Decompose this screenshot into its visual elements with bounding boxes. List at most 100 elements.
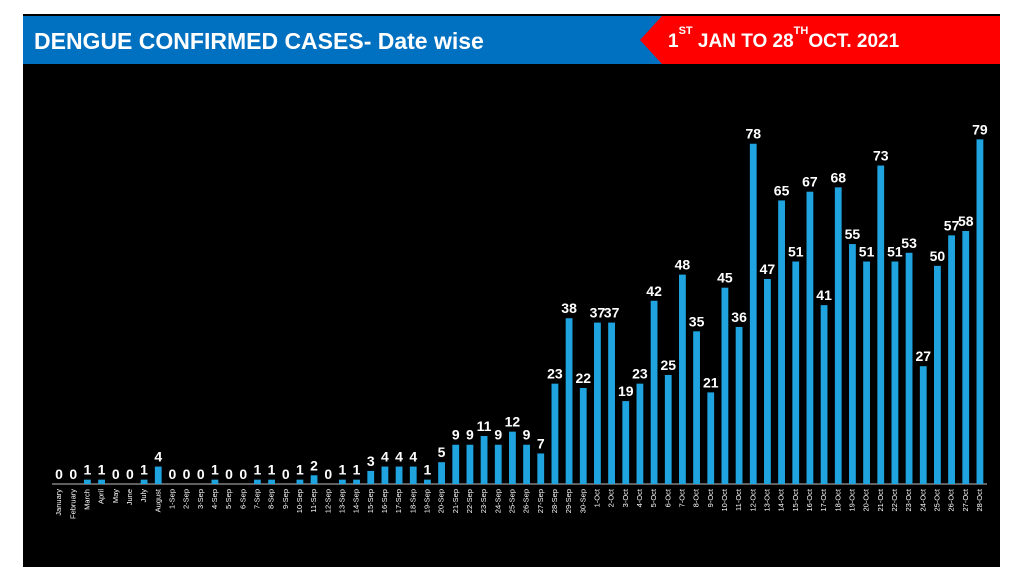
data-label-28-Oct: 79 <box>972 121 988 137</box>
data-label-10-Sep: 1 <box>296 462 304 478</box>
x-tick-label-28-Sep: 28-Sep <box>550 489 559 513</box>
bar-25-Oct <box>934 265 941 485</box>
bar-9-Oct <box>707 392 715 484</box>
date-range-part-2: JAN TO 28 <box>692 31 794 52</box>
data-label-5-Sep: 0 <box>225 466 233 482</box>
data-label-January: 0 <box>55 466 63 482</box>
bar-3-Oct <box>622 401 630 484</box>
x-tick-label-8-Sep: 8-Sep <box>267 489 276 509</box>
x-tick-label-19-Sep: 19-Sep <box>422 489 431 513</box>
x-tick-label-30-Sep: 30-Sep <box>578 489 587 513</box>
bar-4-Oct <box>636 383 644 484</box>
data-label-24-Oct: 27 <box>915 348 931 364</box>
data-label-14-Oct: 65 <box>774 182 790 198</box>
x-tick-label-13-Sep: 13-Sep <box>337 489 346 513</box>
data-label-9-Oct: 21 <box>703 374 719 390</box>
data-label-17-Oct: 41 <box>816 287 832 303</box>
x-tick-label-22-Sep: 22-Sep <box>465 489 474 513</box>
bar-14-Sep <box>353 479 360 484</box>
bar-1-Oct <box>594 322 601 484</box>
x-tick-label-August: August <box>153 488 162 512</box>
x-tick-label-5-Oct: 5-Oct <box>649 488 658 507</box>
bar-20-Sep <box>438 462 445 484</box>
x-tick-label-9-Oct: 9-Oct <box>706 488 715 507</box>
x-tick-label-1-Oct: 1-Oct <box>592 488 601 507</box>
bar-7-Sep <box>254 479 261 484</box>
data-label-11-Oct: 36 <box>731 309 747 325</box>
data-label-4-Oct: 23 <box>632 366 648 382</box>
bar-4-Sep <box>211 479 219 484</box>
bar-8-Oct <box>693 331 700 484</box>
bar-25-Sep <box>509 431 516 484</box>
bar-2-Oct <box>608 322 615 484</box>
data-label-28-Sep: 23 <box>547 366 563 382</box>
x-tick-label-May: May <box>111 489 120 503</box>
x-tick-label-26-Oct: 26-Oct <box>947 488 956 511</box>
x-tick-label-27-Oct: 27-Oct <box>961 488 970 511</box>
x-tick-label-24-Sep: 24-Sep <box>493 489 502 513</box>
data-label-3-Oct: 19 <box>618 383 634 399</box>
x-tick-label-6-Sep: 6-Sep <box>238 489 247 509</box>
bar-13-Sep <box>339 479 346 484</box>
data-label-21-Sep: 9 <box>452 427 460 443</box>
data-label-April: 1 <box>98 462 106 478</box>
bar-23-Oct <box>905 252 913 484</box>
data-label-2-Sep: 0 <box>183 466 191 482</box>
bar-11-Oct <box>735 326 743 484</box>
x-tick-label-24-Oct: 24-Oct <box>918 488 927 511</box>
page-title: DENGUE CONFIRMED CASES- Date wise <box>34 28 484 54</box>
bar-21-Sep <box>452 444 460 484</box>
data-label-July: 1 <box>140 462 148 478</box>
data-label-February: 0 <box>69 466 77 482</box>
x-tick-label-13-Oct: 13-Oct <box>762 488 771 511</box>
data-label-13-Sep: 1 <box>339 462 347 478</box>
data-label-22-Oct: 51 <box>887 244 903 260</box>
data-label-2-Oct: 37 <box>604 305 620 321</box>
data-label-22-Sep: 9 <box>466 427 474 443</box>
x-tick-label-26-Sep: 26-Sep <box>522 489 531 513</box>
bar-29-Sep <box>565 318 573 484</box>
data-label-7-Sep: 1 <box>254 462 262 478</box>
data-label-11-Sep: 2 <box>310 457 318 473</box>
data-label-1-Sep: 0 <box>169 466 177 482</box>
data-label-19-Oct: 55 <box>845 226 861 242</box>
data-label-10-Oct: 45 <box>717 270 733 286</box>
x-tick-label-25-Sep: 25-Sep <box>507 489 516 513</box>
data-label-August: 4 <box>154 449 162 465</box>
bar-18-Oct <box>834 187 842 484</box>
date-range-part-1: 1 <box>668 31 679 52</box>
bar-22-Sep <box>466 444 474 484</box>
bar-10-Oct <box>721 287 729 484</box>
x-tick-label-July: July <box>139 489 148 503</box>
data-label-6-Oct: 25 <box>660 357 676 373</box>
data-label-9-Sep: 0 <box>282 466 290 482</box>
date-range-superscript-1: ST <box>678 25 693 37</box>
bar-12-Oct <box>749 143 757 484</box>
x-tick-label-14-Oct: 14-Oct <box>777 488 786 511</box>
bar-13-Oct <box>764 278 771 484</box>
x-tick-label-10-Sep: 10-Sep <box>295 489 304 513</box>
x-tick-label-18-Oct: 18-Oct <box>833 488 842 511</box>
date-range-superscript-2: TH <box>793 25 809 37</box>
x-tick-label-29-Sep: 29-Sep <box>564 489 573 513</box>
x-tick-label-February: February <box>68 489 77 519</box>
bar-26-Oct <box>948 235 955 484</box>
bar-16-Oct <box>806 191 814 484</box>
x-tick-label-10-Oct: 10-Oct <box>720 488 729 511</box>
x-tick-label-6-Oct: 6-Oct <box>663 488 672 507</box>
data-label-7-Oct: 48 <box>675 257 691 273</box>
x-tick-label-21-Sep: 21-Sep <box>451 489 460 513</box>
bar-28-Sep <box>551 383 559 484</box>
bar-17-Oct <box>820 305 828 484</box>
data-label-13-Oct: 47 <box>760 261 776 277</box>
data-label-30-Sep: 22 <box>575 370 591 386</box>
x-tick-label-4-Oct: 4-Oct <box>635 488 644 507</box>
x-tick-label-22-Oct: 22-Oct <box>890 488 899 511</box>
data-label-20-Sep: 5 <box>438 444 446 460</box>
data-label-16-Sep: 4 <box>381 449 389 465</box>
bar-26-Sep <box>523 444 530 484</box>
data-label-8-Sep: 1 <box>268 462 276 478</box>
data-label-25-Sep: 12 <box>505 414 521 430</box>
data-label-17-Sep: 4 <box>395 449 403 465</box>
x-tick-label-19-Oct: 19-Oct <box>847 488 856 511</box>
